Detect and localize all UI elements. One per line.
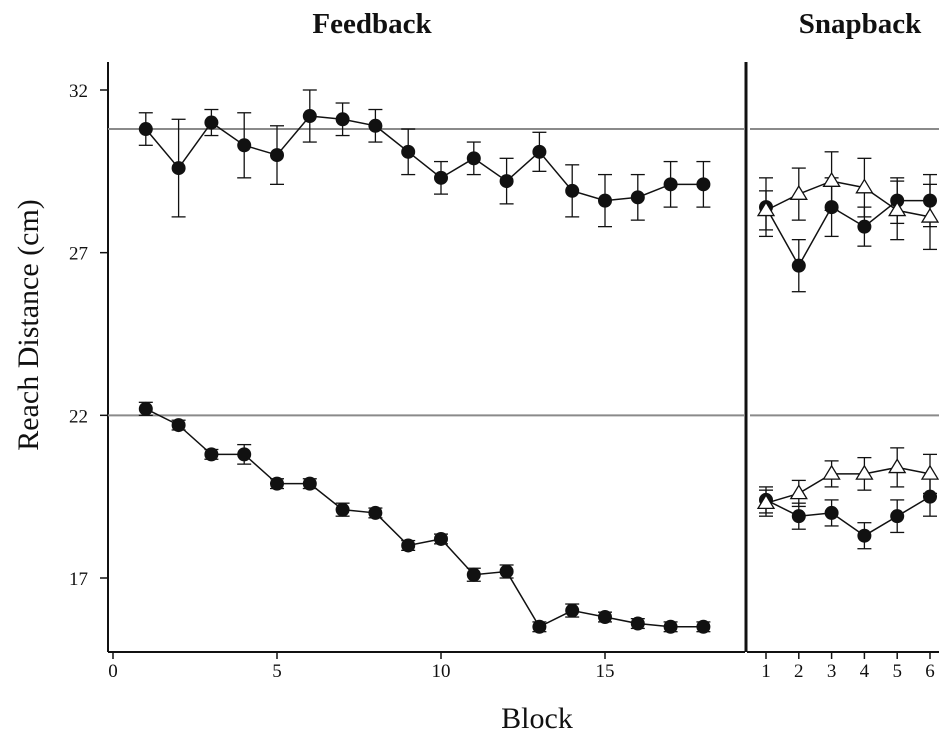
data-point-triangle <box>855 464 874 480</box>
series-line <box>145 408 704 628</box>
panel-title-feedback: Feedback <box>312 8 432 40</box>
x-tick-label: 5 <box>272 661 282 682</box>
x-tick-label: 6 <box>925 661 935 682</box>
data-point <box>237 138 252 153</box>
data-point <box>791 509 806 524</box>
data-point <box>696 619 711 634</box>
data-point-triangle <box>888 201 907 217</box>
data-point <box>532 144 547 159</box>
data-point <box>335 502 350 517</box>
data-point <box>335 112 350 127</box>
data-point-triangle <box>822 464 841 480</box>
x-tick-label: 1 <box>761 661 771 682</box>
x-tick-label: 3 <box>827 661 837 682</box>
data-point <box>434 170 448 185</box>
data-point <box>237 447 252 462</box>
data-point <box>270 476 284 491</box>
data-point <box>630 616 645 631</box>
data-point-triangle <box>756 201 776 217</box>
x-tick-label: 10 <box>432 661 451 682</box>
data-point <box>890 509 905 524</box>
data-point <box>565 603 580 618</box>
data-point <box>791 258 806 273</box>
data-point <box>824 505 839 520</box>
data-point <box>138 122 153 137</box>
data-point <box>204 447 219 462</box>
data-point <box>466 151 481 166</box>
data-point-triangle <box>855 178 874 194</box>
data-point <box>138 401 153 416</box>
series-line <box>765 496 931 537</box>
y-tick-label: 17 <box>69 569 88 590</box>
data-point <box>466 567 481 582</box>
data-point-triangle <box>888 458 907 474</box>
data-point <box>368 505 383 520</box>
data-point <box>857 528 872 543</box>
x-tick-label: 4 <box>860 661 870 682</box>
data-point-triangle <box>920 464 939 480</box>
y-axis-label: Reach Distance (cm) <box>12 199 45 451</box>
data-point <box>857 219 872 234</box>
panel-title-snapback: Snapback <box>799 8 922 40</box>
x-tick-label: 5 <box>892 661 902 682</box>
y-tick-label: 22 <box>69 406 88 427</box>
data-point-triangle <box>789 184 808 200</box>
series-line <box>765 199 930 268</box>
y-tick-label: 32 <box>69 81 88 102</box>
data-point <box>401 144 416 159</box>
data-point <box>663 177 678 192</box>
data-point-triangle <box>756 493 776 510</box>
data-point <box>401 538 416 553</box>
data-point <box>598 610 612 625</box>
x-tick-label: 0 <box>108 661 118 682</box>
data-point <box>663 619 678 634</box>
data-point-triangle <box>822 171 841 187</box>
data-point <box>368 118 383 133</box>
data-point <box>499 174 514 189</box>
x-axis-label: Block <box>501 702 573 734</box>
data-point <box>302 109 317 124</box>
data-point <box>171 161 186 176</box>
data-point-triangle <box>920 207 939 223</box>
data-point <box>630 190 645 205</box>
data-point <box>270 148 284 163</box>
x-tick-label: 2 <box>794 661 804 682</box>
data-point <box>434 531 448 546</box>
data-point <box>302 476 317 491</box>
data-point <box>598 193 612 208</box>
data-point <box>499 564 514 579</box>
data-point <box>696 177 711 192</box>
data-point <box>565 183 580 198</box>
data-point <box>532 619 547 634</box>
data-point-triangle <box>789 484 808 500</box>
y-tick-label: 27 <box>69 244 88 265</box>
x-tick-label: 15 <box>596 661 615 682</box>
data-point <box>204 115 219 130</box>
data-point <box>171 418 186 433</box>
